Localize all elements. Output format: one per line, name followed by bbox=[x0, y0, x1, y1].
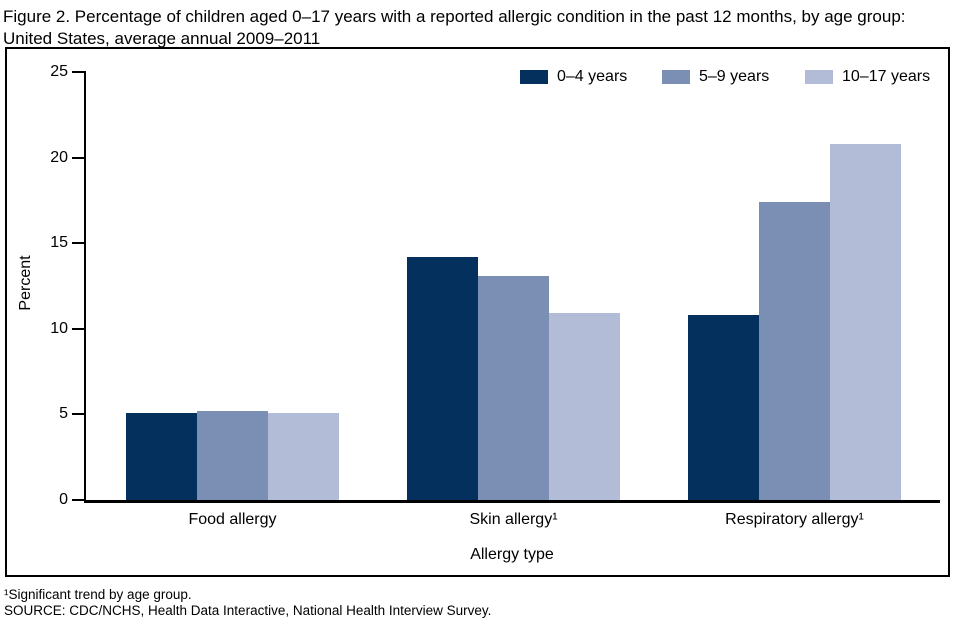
legend-label-10-17-years: 10–17 years bbox=[842, 68, 931, 85]
figure-title-line1: Figure 2. Percentage of children aged 0–… bbox=[3, 7, 906, 26]
chart-frame: 0 5 10 15 20 25 Food allergy Skin allergy¹ Respi… bbox=[5, 47, 950, 577]
x-axis-title: Allergy type bbox=[470, 546, 554, 563]
y-tick-label-5: 5 bbox=[59, 405, 68, 423]
legend-label-0-4-years: 0–4 years bbox=[557, 68, 628, 85]
y-tick-20 bbox=[72, 156, 86, 159]
bar-skin-allergy-5-9-years bbox=[478, 275, 549, 500]
legend-item-0-4-years: 0–4 years bbox=[520, 66, 627, 88]
bar-food-allergy-10-17-years bbox=[268, 412, 339, 500]
y-axis-line bbox=[84, 72, 86, 503]
y-tick-label-10: 10 bbox=[50, 319, 68, 337]
y-axis-title: Percent bbox=[17, 255, 34, 311]
bar-respiratory-allergy-5-9-years bbox=[759, 202, 830, 500]
y-tick-label-25: 25 bbox=[50, 63, 68, 80]
category-label-food-allergy: Food allergy bbox=[188, 511, 277, 528]
bar-food-allergy-0-4-years bbox=[126, 412, 197, 500]
y-tick-15 bbox=[72, 242, 86, 245]
bar-skin-allergy-0-4-years bbox=[407, 256, 478, 500]
plot-area: 0 5 10 15 20 25 Food allergy Skin allergy¹ Respi… bbox=[7, 49, 948, 575]
y-tick-label-20: 20 bbox=[50, 148, 68, 166]
bar-skin-allergy-10-17-years bbox=[549, 313, 620, 500]
footnote-source: SOURCE: CDC/NCHS, Health Data Interactiv… bbox=[4, 603, 492, 618]
bar-respiratory-allergy-10-17-years bbox=[830, 143, 901, 500]
figure-title-line2: United States, average annual 2009–2011 bbox=[3, 29, 321, 48]
y-tick-label-15: 15 bbox=[50, 234, 68, 252]
x-axis-line bbox=[84, 500, 940, 503]
legend-item-10-17-years: 10–17 years bbox=[805, 66, 930, 88]
y-tick-label-0: 0 bbox=[59, 491, 68, 508]
footnotes: ¹Significant trend by age group. SOURCE:… bbox=[4, 587, 954, 619]
bar-respiratory-allergy-0-4-years bbox=[688, 315, 759, 500]
figure-title: Figure 2. Percentage of children aged 0–… bbox=[3, 6, 955, 50]
legend-item-5-9-years: 5–9 years bbox=[662, 66, 769, 88]
legend-label-5-9-years: 5–9 years bbox=[699, 68, 770, 85]
y-tick-25 bbox=[72, 71, 86, 73]
bar-food-allergy-5-9-years bbox=[197, 410, 268, 500]
footnote-significance: ¹Significant trend by age group. bbox=[4, 587, 192, 602]
legend-swatch-10-17-years bbox=[805, 70, 833, 84]
category-label-skin-allergy: Skin allergy¹ bbox=[469, 511, 558, 528]
legend-swatch-5-9-years bbox=[662, 70, 690, 84]
y-tick-10 bbox=[72, 327, 86, 330]
y-tick-0 bbox=[72, 499, 86, 501]
category-label-respiratory-allergy: Respiratory allergy¹ bbox=[725, 511, 864, 528]
y-tick-5 bbox=[72, 413, 86, 416]
legend-swatch-0-4-years bbox=[520, 70, 548, 84]
